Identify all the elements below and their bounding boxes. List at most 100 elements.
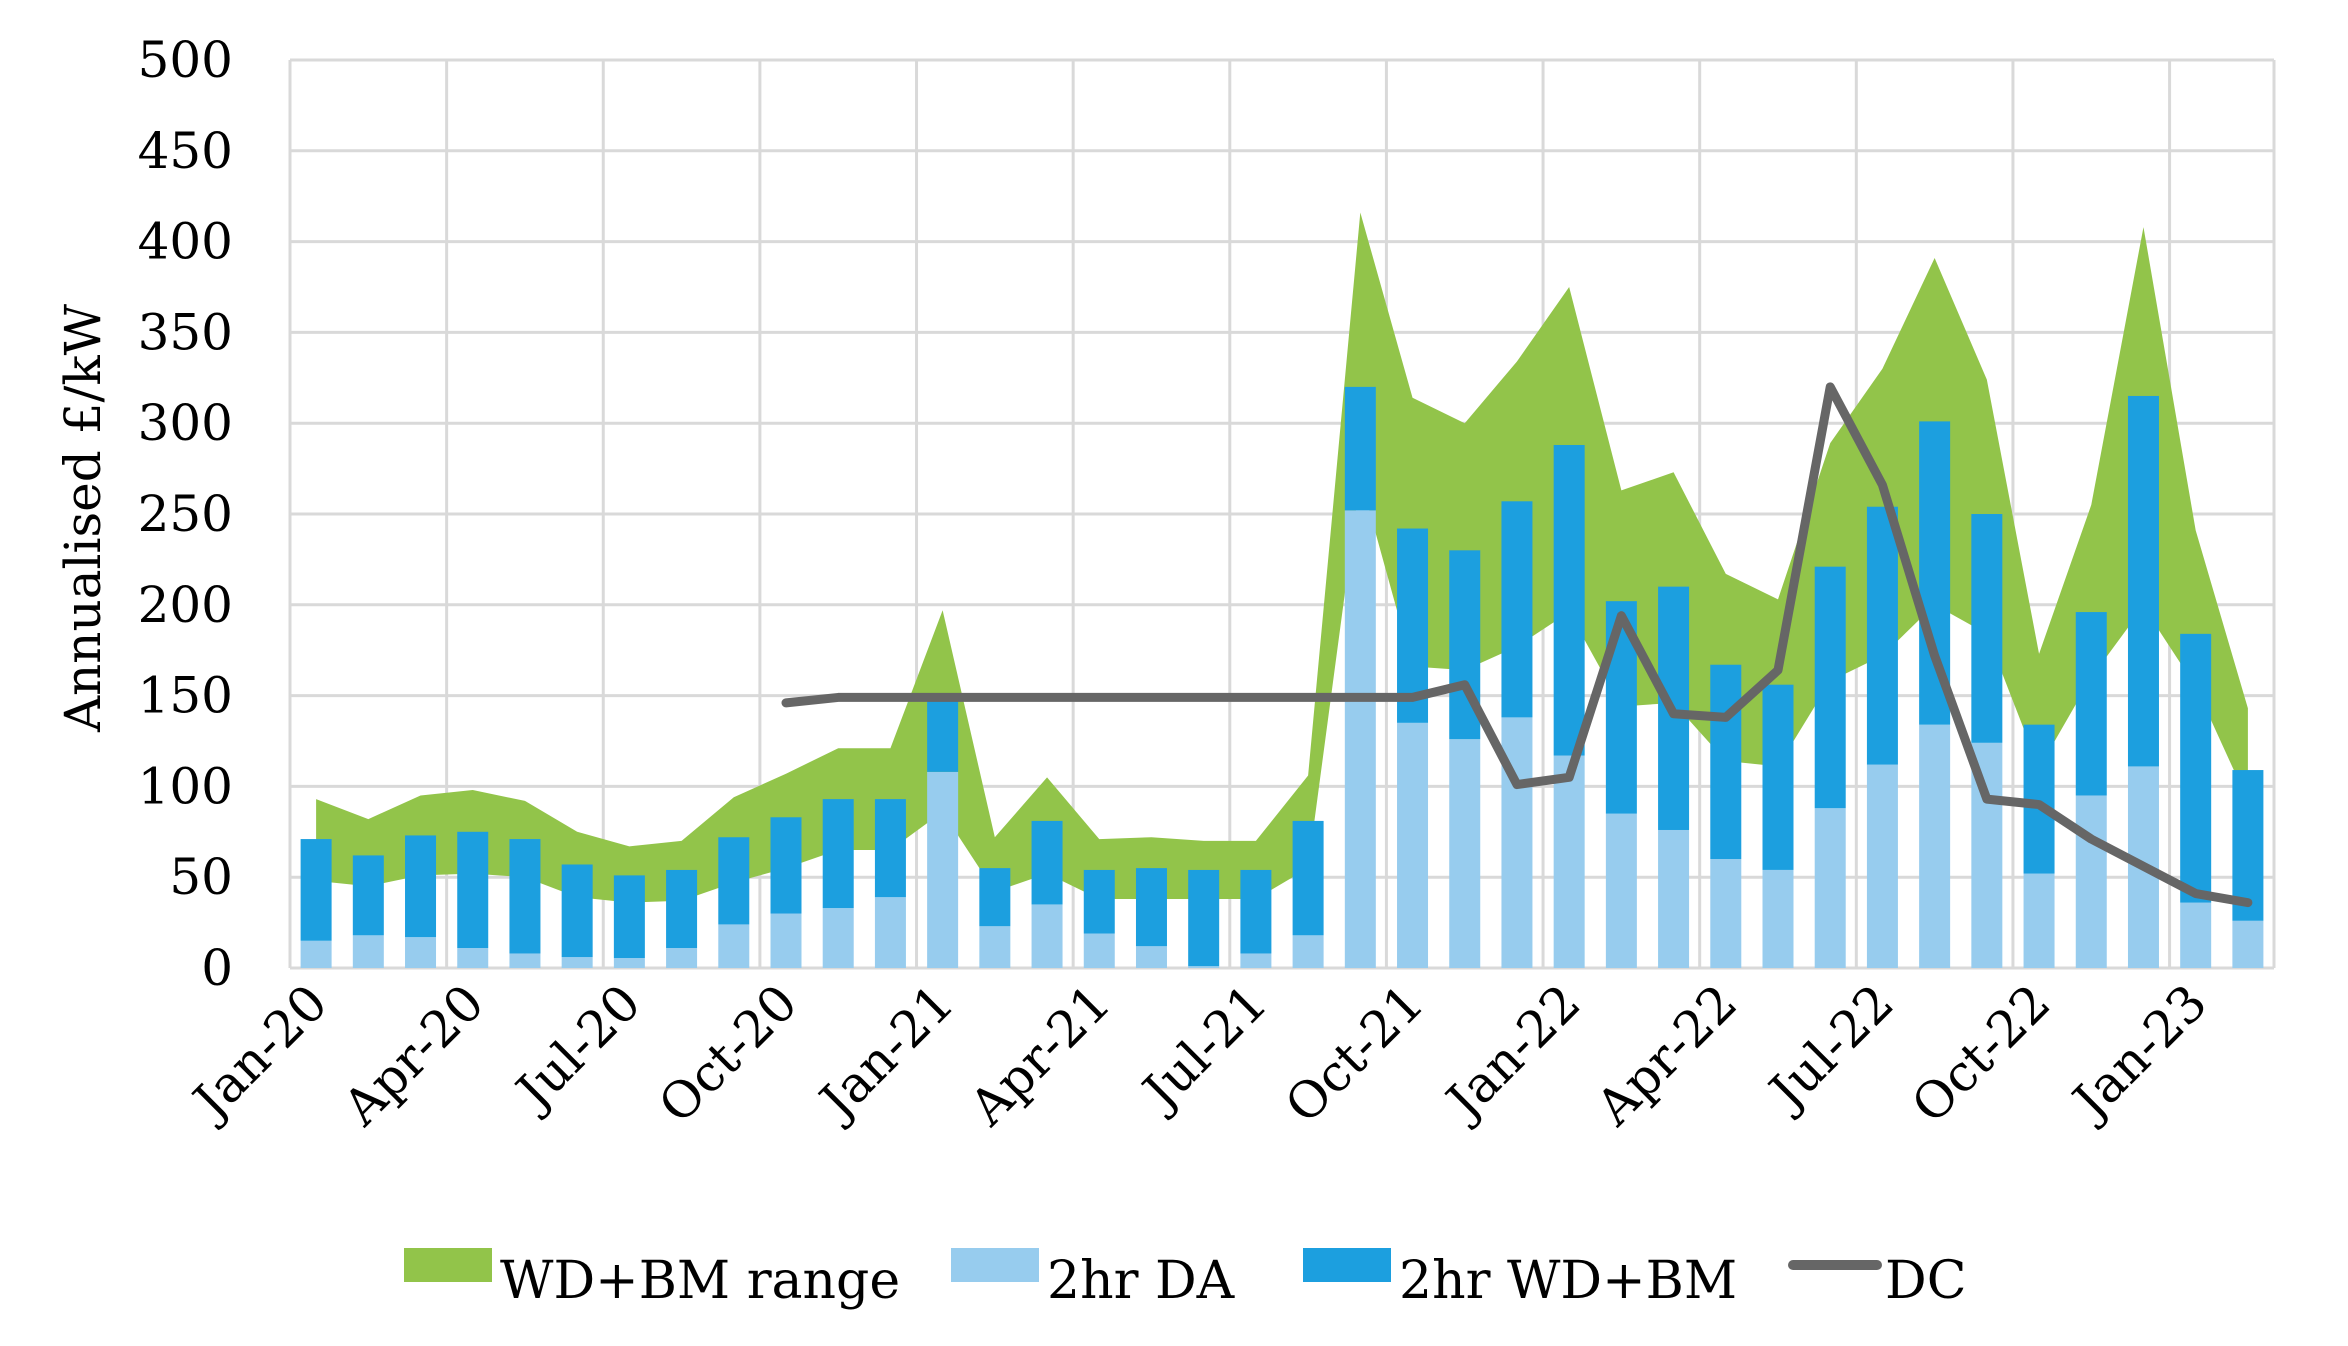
bar-2hr-da xyxy=(979,926,1011,968)
bar-2hr-wd-bm xyxy=(770,817,802,914)
bar-2hr-da xyxy=(1866,764,1898,968)
bar-2hr-da xyxy=(613,958,645,968)
gridlines xyxy=(288,58,2276,970)
bar-2hr-da xyxy=(1449,739,1481,968)
bar-2hr-da xyxy=(718,924,750,968)
bar-2hr-da xyxy=(1919,724,1951,968)
x-tick-label: Jul-20 xyxy=(502,973,652,1123)
bar-2hr-da xyxy=(509,953,541,968)
range-area-layer xyxy=(316,212,2248,903)
legend-item: 2hr WD+BM xyxy=(1303,1248,1737,1311)
bar-2hr-wd-bm xyxy=(561,864,593,958)
bar-2hr-da xyxy=(1553,755,1585,968)
bar-2hr-da xyxy=(352,935,384,968)
bar-2hr-wd-bm xyxy=(1814,566,1846,809)
bar-2hr-da xyxy=(405,937,437,968)
bar-2hr-da xyxy=(2180,902,2212,968)
y-tick-label: 100 xyxy=(138,757,233,815)
bar-2hr-da xyxy=(2075,795,2107,968)
bar-2hr-wd-bm xyxy=(1762,684,1794,870)
x-tick-label: Apr-21 xyxy=(958,973,1122,1137)
y-tick-label: 300 xyxy=(138,394,233,452)
bar-2hr-wd-bm xyxy=(2232,770,2264,921)
bar-2hr-da xyxy=(822,908,854,968)
bar-2hr-da xyxy=(1762,869,1794,968)
x-tick-label: Jan-23 xyxy=(2059,973,2219,1133)
bar-2hr-wd-bm xyxy=(927,693,959,772)
x-tick-label: Apr-20 xyxy=(331,973,495,1137)
legend-label: 2hr WD+BM xyxy=(1399,1251,1737,1311)
bar-2hr-da xyxy=(927,771,959,968)
y-axis-title: Annualised £/kW xyxy=(54,303,112,733)
legend-swatch xyxy=(1303,1248,1391,1282)
wd-bm-range-area xyxy=(316,212,2248,903)
legend: WD+BM range 2hr DA 2hr WD+BM DC xyxy=(404,1248,1966,1311)
y-tick-label: 0 xyxy=(201,939,233,997)
bar-2hr-da xyxy=(1031,904,1063,968)
bar-2hr-wd-bm xyxy=(874,799,906,898)
bar-2hr-wd-bm xyxy=(405,835,437,938)
legend-item: 2hr DA xyxy=(951,1248,1236,1311)
bar-2hr-wd-bm xyxy=(2180,633,2212,903)
bar-2hr-da xyxy=(1344,510,1376,968)
x-tick-label: Jan-22 xyxy=(1432,973,1592,1133)
bar-2hr-da xyxy=(1135,946,1167,968)
bar-2hr-wd-bm xyxy=(1971,514,2003,743)
dc-line-layer xyxy=(781,382,2253,908)
bar-2hr-da xyxy=(1605,813,1637,968)
bar-2hr-wd-bm xyxy=(2075,612,2107,796)
bar-2hr-wd-bm xyxy=(2127,395,2159,767)
y-tick-label: 200 xyxy=(138,576,233,634)
bar-2hr-wd-bm xyxy=(666,869,698,949)
legend-item: DC xyxy=(1788,1251,1966,1311)
bar-2hr-wd-bm xyxy=(1135,868,1167,947)
bar-2hr-wd-bm xyxy=(979,868,1011,927)
legend-label: WD+BM range xyxy=(500,1251,900,1311)
y-tick-label: 450 xyxy=(138,122,233,180)
bar-2hr-wd-bm xyxy=(613,875,645,959)
bar-2hr-wd-bm xyxy=(1083,869,1115,934)
bar-2hr-da xyxy=(1710,859,1742,968)
bar-2hr-wd-bm xyxy=(1292,820,1324,936)
bar-2hr-wd-bm xyxy=(352,855,384,936)
bar-2hr-da xyxy=(1083,933,1115,968)
bar-2hr-wd-bm xyxy=(1188,869,1220,967)
legend-swatch xyxy=(404,1248,492,1282)
bar-2hr-wd-bm xyxy=(1710,664,1742,860)
bar-2hr-wd-bm xyxy=(1553,444,1585,756)
bar-2hr-da xyxy=(1240,953,1272,968)
bar-2hr-wd-bm xyxy=(822,799,854,909)
x-tick-label: Oct-21 xyxy=(1274,973,1435,1134)
legend-swatch xyxy=(951,1248,1039,1282)
legend-label: DC xyxy=(1885,1251,1966,1311)
y-tick-label: 150 xyxy=(138,667,233,725)
y-tick-label: 50 xyxy=(169,848,233,906)
bar-2hr-wd-bm xyxy=(457,831,489,949)
x-tick-label: Jul-21 xyxy=(1129,973,1279,1123)
x-tick-label: Oct-22 xyxy=(1901,973,2062,1134)
bar-2hr-da xyxy=(1188,966,1220,968)
x-tick-label: Oct-20 xyxy=(648,973,809,1134)
bar-2hr-da xyxy=(874,897,906,968)
bar-2hr-da xyxy=(1397,722,1429,968)
x-tick-label: Apr-22 xyxy=(1585,973,1749,1137)
bar-2hr-da xyxy=(457,948,489,968)
y-tick-label: 250 xyxy=(138,485,233,543)
bar-2hr-wd-bm xyxy=(718,837,750,925)
y-axis-ticks: 0 50 100 150 200 250 300 350 400 450 500 xyxy=(138,31,233,997)
bar-2hr-wd-bm xyxy=(1501,501,1533,718)
bar-2hr-da xyxy=(300,940,332,968)
y-tick-label: 350 xyxy=(138,303,233,361)
bar-2hr-da xyxy=(1658,829,1690,968)
bar-2hr-da xyxy=(1814,808,1846,968)
y-tick-label: 400 xyxy=(138,213,233,271)
legend-label: 2hr DA xyxy=(1047,1251,1236,1311)
bar-2hr-wd-bm xyxy=(300,839,332,941)
bar-2hr-wd-bm xyxy=(1031,820,1063,905)
bar-2hr-wd-bm xyxy=(509,839,541,954)
bar-2hr-da xyxy=(2232,920,2264,968)
bar-2hr-da xyxy=(1292,935,1324,968)
bar-2hr-wd-bm xyxy=(1240,869,1272,954)
bar-2hr-da xyxy=(561,957,593,968)
